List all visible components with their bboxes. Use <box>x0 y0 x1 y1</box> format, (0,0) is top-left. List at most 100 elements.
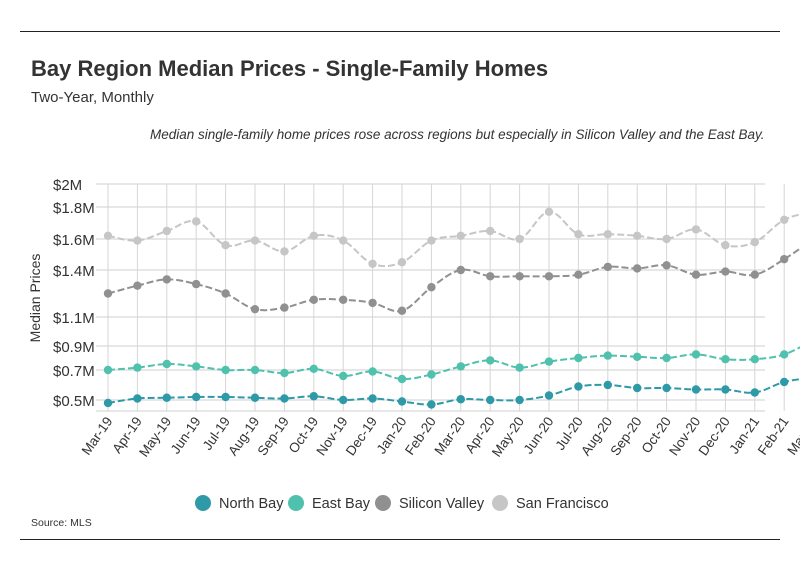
data-point-north-bay <box>750 388 759 397</box>
x-axis-ticks: Mar-19Apr-19May-19Jun-19Jul-19Aug-19Sep-… <box>79 414 800 459</box>
top-rule <box>20 31 780 32</box>
data-point-north-bay <box>721 385 730 394</box>
data-point-san-francisco <box>780 215 789 224</box>
data-point-silicon-valley <box>691 270 701 279</box>
data-point-san-francisco <box>691 225 701 234</box>
x-tick-label: Sep-20 <box>607 414 644 458</box>
data-point-silicon-valley <box>427 283 436 292</box>
series-silicon-valley <box>103 247 800 315</box>
data-point-east-bay <box>162 359 171 369</box>
y-tick-label: $1.1M <box>53 310 95 327</box>
legend-swatch <box>288 495 304 511</box>
x-tick-label: Dec-19 <box>343 414 380 458</box>
data-point-east-bay <box>103 365 113 375</box>
data-point-silicon-valley <box>368 298 377 308</box>
x-tick-label: Sep-19 <box>255 414 292 458</box>
data-point-san-francisco <box>750 237 759 247</box>
y-tick-label: $2M <box>53 177 82 194</box>
series-group <box>103 207 800 409</box>
data-point-east-bay <box>192 362 201 371</box>
y-tick-label: $1.6M <box>53 232 95 249</box>
data-point-san-francisco <box>633 231 642 240</box>
data-point-silicon-valley <box>544 272 554 281</box>
data-point-silicon-valley <box>486 272 495 281</box>
data-point-north-bay <box>103 398 113 408</box>
data-point-east-bay <box>427 370 436 379</box>
data-point-san-francisco <box>662 234 671 244</box>
legend-item-north-bay: North Bay <box>195 495 284 512</box>
data-point-east-bay <box>368 367 377 376</box>
legend-label: San Francisco <box>516 496 609 512</box>
data-point-north-bay <box>221 392 230 402</box>
y-tick-label: $0.5M <box>53 393 95 410</box>
chart-subtitle: Two-Year, Monthly <box>31 89 154 106</box>
series-san-francisco <box>103 207 800 268</box>
data-point-silicon-valley <box>750 270 759 279</box>
data-point-san-francisco <box>456 231 465 240</box>
data-point-east-bay <box>280 368 289 378</box>
data-point-silicon-valley <box>250 304 260 314</box>
data-point-silicon-valley <box>280 303 289 312</box>
data-point-east-bay <box>221 365 230 375</box>
x-tick-label: Dec-20 <box>696 414 733 458</box>
data-point-north-bay <box>544 391 554 400</box>
data-point-north-bay <box>250 393 260 402</box>
data-point-north-bay <box>397 397 407 406</box>
data-point-silicon-valley <box>515 272 524 281</box>
data-point-north-bay <box>427 400 436 409</box>
data-point-san-francisco <box>133 236 142 245</box>
data-point-north-bay <box>633 383 642 393</box>
data-point-north-bay <box>574 382 583 391</box>
grid <box>96 183 785 412</box>
y-tick-label: $0.9M <box>53 339 95 356</box>
data-point-north-bay <box>486 395 495 405</box>
data-point-silicon-valley <box>633 264 642 273</box>
bottom-rule <box>20 539 780 540</box>
data-point-san-francisco <box>368 259 377 268</box>
chart-title: Bay Region Median Prices - Single-Family… <box>31 56 549 81</box>
data-point-east-bay <box>515 363 524 372</box>
data-point-east-bay <box>397 374 407 384</box>
data-point-north-bay <box>339 395 348 405</box>
data-point-san-francisco <box>221 241 230 250</box>
y-tick-label: $1.4M <box>53 263 95 280</box>
legend: North Bay East Bay Silicon Valley San Franc… <box>195 495 609 512</box>
data-point-silicon-valley <box>397 306 407 315</box>
data-point-san-francisco <box>603 230 612 239</box>
data-point-san-francisco <box>515 234 524 244</box>
data-point-san-francisco <box>397 258 407 267</box>
data-point-east-bay <box>721 355 730 364</box>
data-point-silicon-valley <box>103 289 113 298</box>
data-point-san-francisco <box>427 236 436 245</box>
data-point-silicon-valley <box>221 289 230 298</box>
data-point-east-bay <box>633 352 642 361</box>
x-tick-label: Mar-19 <box>79 414 116 458</box>
data-point-san-francisco <box>192 217 201 226</box>
data-point-east-bay <box>309 364 318 373</box>
data-point-east-bay <box>339 371 348 381</box>
data-point-san-francisco <box>280 247 289 256</box>
data-point-east-bay <box>133 363 142 372</box>
data-point-north-bay <box>603 380 612 390</box>
data-point-north-bay <box>780 377 789 387</box>
data-point-silicon-valley <box>574 270 583 279</box>
data-point-san-francisco <box>103 231 113 240</box>
data-point-north-bay <box>133 394 142 403</box>
data-point-san-francisco <box>250 236 260 245</box>
data-point-silicon-valley <box>133 281 142 290</box>
data-point-north-bay <box>309 392 318 401</box>
x-tick-label: Jun-20 <box>520 414 556 456</box>
data-point-north-bay <box>280 394 289 403</box>
data-point-north-bay <box>515 395 524 405</box>
data-point-san-francisco <box>162 226 171 236</box>
data-point-silicon-valley <box>192 279 201 289</box>
data-point-east-bay <box>691 350 701 359</box>
data-point-north-bay <box>162 393 171 402</box>
y-tick-label: $0.7M <box>53 363 95 380</box>
legend-swatch <box>195 495 211 511</box>
data-point-east-bay <box>456 362 465 371</box>
data-point-silicon-valley <box>603 262 612 272</box>
data-point-north-bay <box>691 385 701 394</box>
data-point-north-bay <box>368 394 377 403</box>
